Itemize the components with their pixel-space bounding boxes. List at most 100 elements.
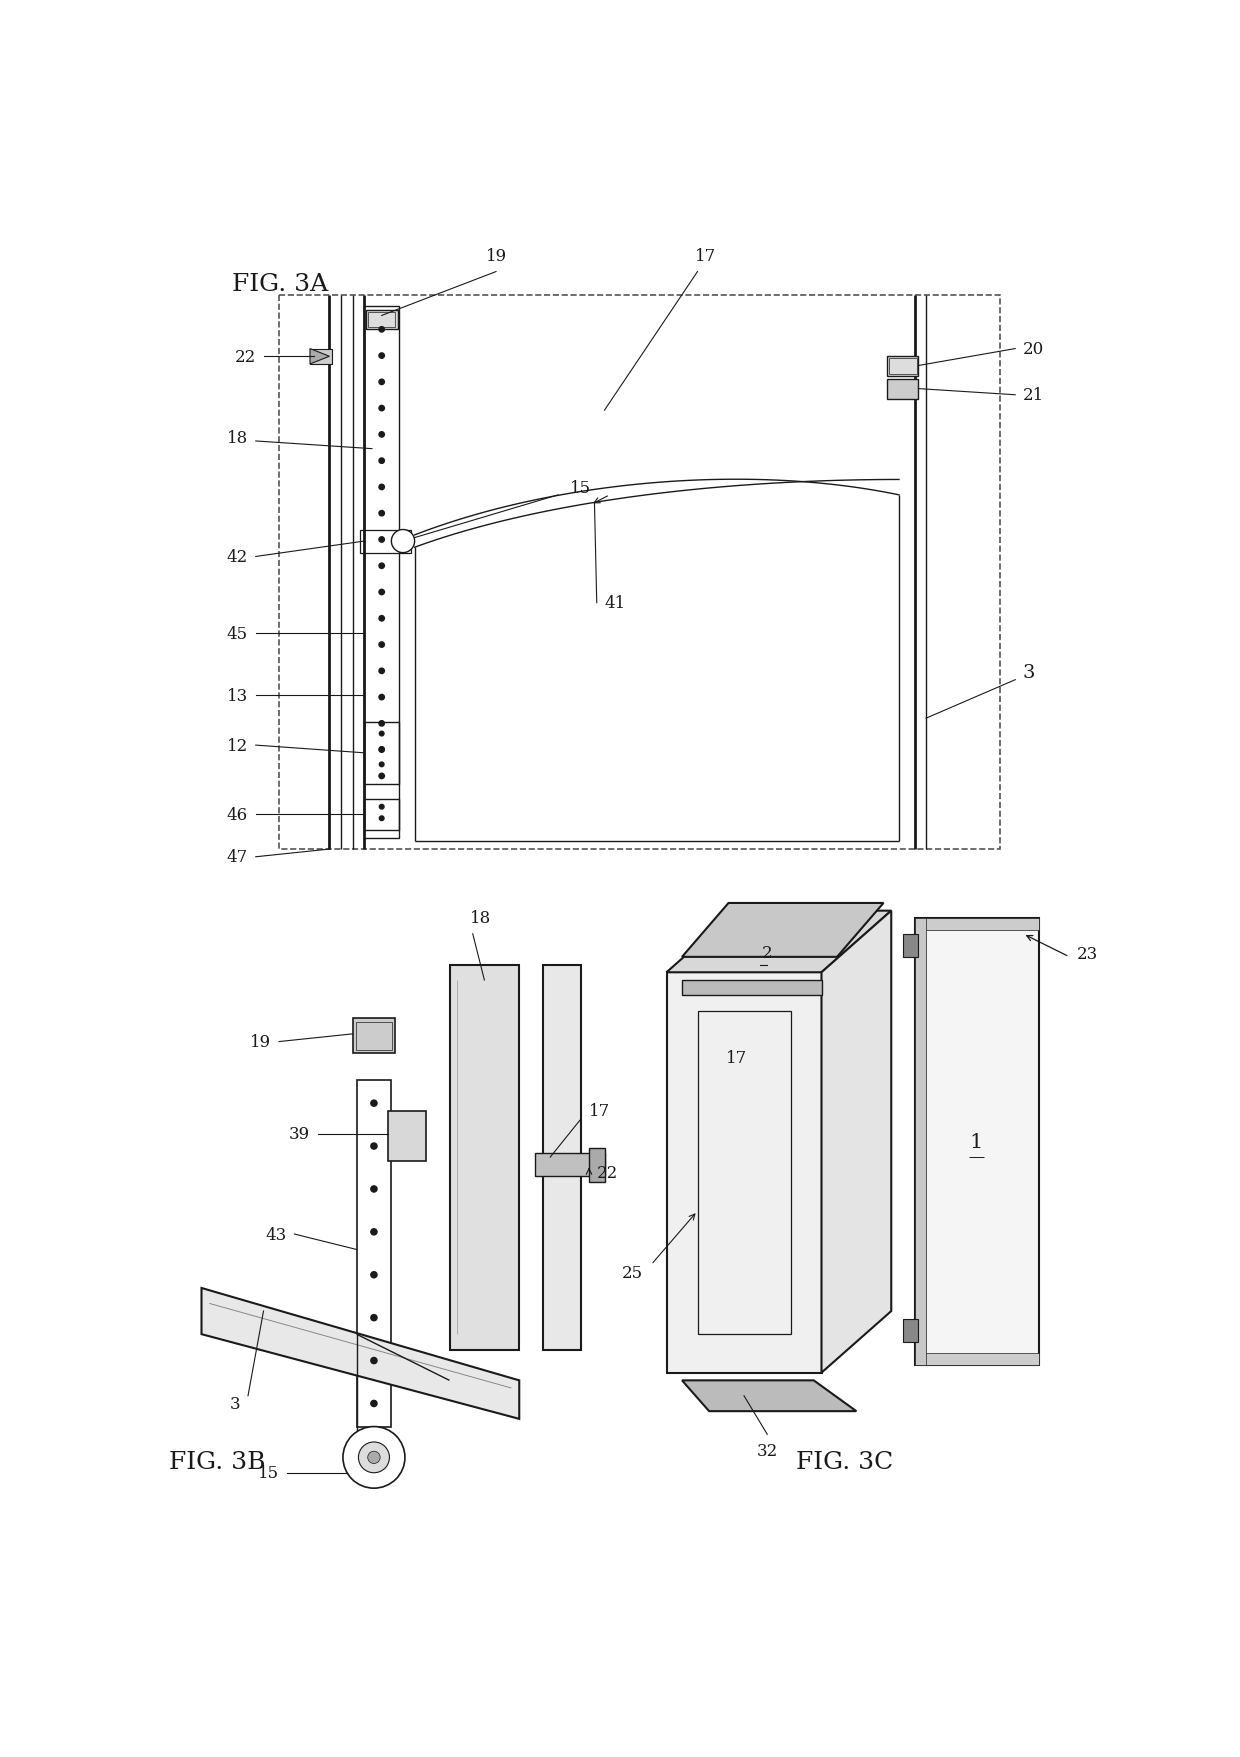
Polygon shape [682, 1381, 857, 1411]
Text: 17: 17 [694, 248, 715, 265]
Bar [682, 980, 821, 996]
Bar [387, 1110, 427, 1161]
Text: 22: 22 [234, 348, 255, 365]
Circle shape [379, 805, 384, 810]
Circle shape [371, 1358, 377, 1363]
Bar [357, 1081, 392, 1427]
Bar [543, 965, 582, 1349]
Text: 3: 3 [229, 1395, 241, 1413]
Text: 23: 23 [1078, 945, 1099, 963]
Bar [310, 350, 332, 365]
Circle shape [379, 485, 384, 490]
Text: 19: 19 [485, 248, 507, 265]
Text: 20: 20 [1023, 341, 1044, 358]
Circle shape [371, 1100, 377, 1107]
Circle shape [379, 380, 384, 385]
Circle shape [379, 747, 384, 752]
Text: 19: 19 [250, 1033, 272, 1051]
Bar [352, 1019, 396, 1054]
Circle shape [379, 643, 384, 648]
Text: 41: 41 [605, 596, 626, 611]
Circle shape [371, 1314, 377, 1321]
Circle shape [379, 669, 384, 675]
Circle shape [379, 564, 384, 569]
Circle shape [379, 327, 384, 332]
Bar [534, 1154, 605, 1177]
Circle shape [379, 590, 384, 596]
Bar [365, 799, 399, 831]
Bar [361, 531, 410, 553]
Text: 32: 32 [756, 1442, 777, 1458]
Bar [889, 358, 916, 374]
Polygon shape [667, 912, 892, 973]
Circle shape [379, 817, 384, 821]
Bar [915, 919, 1039, 931]
Circle shape [371, 1272, 377, 1277]
Bar [365, 307, 399, 838]
Text: 17: 17 [725, 1049, 746, 1066]
Bar [368, 313, 396, 329]
Bar [449, 965, 520, 1349]
Text: FIG. 3C: FIG. 3C [796, 1450, 893, 1472]
Circle shape [379, 617, 384, 622]
Text: 21: 21 [1023, 387, 1044, 404]
Circle shape [371, 1144, 377, 1149]
Text: 1: 1 [970, 1133, 983, 1151]
Circle shape [379, 722, 384, 727]
Bar [356, 1023, 392, 1051]
Text: 15: 15 [569, 480, 590, 497]
Circle shape [371, 1230, 377, 1235]
Text: 45: 45 [227, 625, 248, 643]
Circle shape [379, 511, 384, 517]
Text: 25: 25 [622, 1265, 644, 1281]
Polygon shape [201, 1288, 520, 1420]
Bar [915, 919, 926, 1365]
Bar [667, 973, 821, 1372]
Text: 22: 22 [596, 1165, 618, 1181]
Text: 18: 18 [227, 429, 248, 446]
Text: 15: 15 [258, 1464, 279, 1481]
Bar [888, 380, 919, 399]
Circle shape [371, 1186, 377, 1193]
Text: 2: 2 [761, 944, 773, 961]
Text: 13: 13 [227, 687, 248, 705]
Circle shape [379, 353, 384, 358]
Circle shape [379, 747, 384, 754]
Circle shape [392, 531, 414, 553]
Text: 3: 3 [1023, 664, 1035, 682]
Text: 42: 42 [227, 548, 248, 566]
Circle shape [379, 696, 384, 701]
Bar [903, 1320, 919, 1342]
Text: 18: 18 [470, 910, 491, 926]
Bar [279, 295, 999, 850]
Circle shape [379, 432, 384, 437]
Circle shape [379, 538, 384, 543]
Circle shape [368, 1451, 381, 1464]
Text: 43: 43 [265, 1226, 286, 1242]
Circle shape [379, 733, 384, 736]
Circle shape [371, 1400, 377, 1407]
Bar [915, 1353, 1039, 1365]
Bar [888, 357, 919, 376]
Text: FIG. 3B: FIG. 3B [169, 1450, 265, 1472]
Text: 17: 17 [589, 1103, 610, 1119]
Bar [366, 311, 398, 330]
Bar [589, 1147, 605, 1182]
Circle shape [379, 459, 384, 464]
Circle shape [379, 773, 384, 778]
Polygon shape [682, 903, 883, 958]
Bar [697, 1012, 791, 1334]
Bar [365, 722, 399, 784]
Text: FIG. 3A: FIG. 3A [233, 272, 329, 295]
Text: 47: 47 [227, 849, 248, 866]
Circle shape [343, 1427, 405, 1488]
Text: 12: 12 [227, 738, 248, 754]
Bar [903, 935, 919, 958]
Circle shape [358, 1442, 389, 1472]
Text: 39: 39 [289, 1126, 310, 1142]
Bar [915, 919, 1039, 1365]
Circle shape [379, 406, 384, 411]
Text: 46: 46 [227, 806, 248, 824]
Circle shape [379, 763, 384, 768]
Polygon shape [821, 912, 892, 1372]
